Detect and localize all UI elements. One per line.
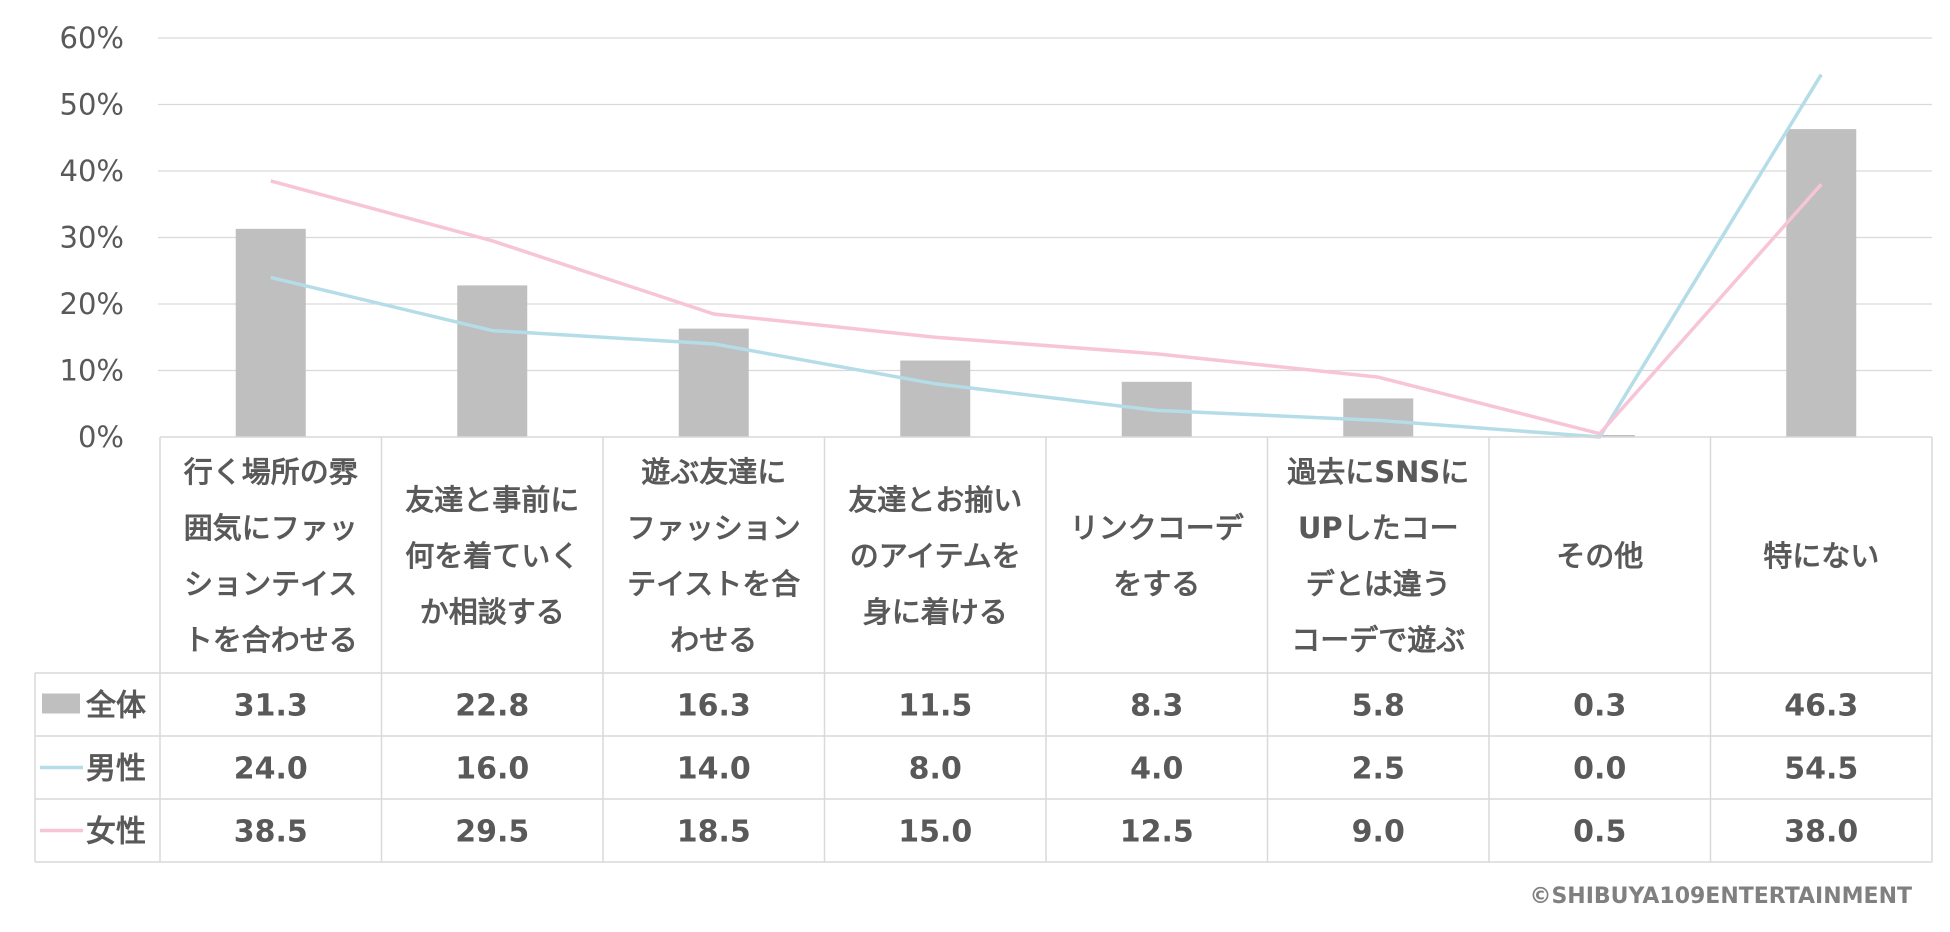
- category-label: わせる: [670, 623, 757, 657]
- category-label: ファッション: [627, 511, 801, 545]
- data-label: 18.5: [677, 815, 751, 850]
- category-label: リンクコーデ: [1070, 511, 1245, 545]
- category-label: か相談する: [420, 595, 565, 629]
- category-label: その他: [1556, 539, 1643, 573]
- category-label: 友達と事前に: [405, 483, 579, 517]
- category-label: デとは違う: [1306, 567, 1451, 601]
- data-label: 4.0: [1130, 752, 1183, 787]
- data-label: 29.5: [455, 815, 529, 850]
- category-label: 行く場所の雰: [183, 455, 359, 489]
- data-label: 12.5: [1120, 815, 1194, 850]
- y-tick-label: 20%: [60, 287, 124, 321]
- category-label: 特にない: [1763, 539, 1879, 573]
- y-tick-label: 30%: [60, 221, 124, 255]
- data-label: 0.3: [1573, 689, 1626, 724]
- data-label: 16.0: [455, 752, 529, 787]
- data-label: 11.5: [898, 689, 972, 724]
- data-label: 9.0: [1352, 815, 1405, 850]
- series-line: [270, 179, 1823, 436]
- data-label: 5.8: [1352, 689, 1405, 724]
- category-label: 遊ぶ友達に: [641, 455, 786, 489]
- data-label: 24.0: [234, 752, 308, 787]
- data-label: 54.5: [1784, 752, 1858, 787]
- data-label: 22.8: [455, 689, 529, 724]
- bar: [1786, 129, 1857, 438]
- category-label: をする: [1113, 567, 1200, 601]
- y-tick-label: 60%: [60, 21, 124, 55]
- y-tick-label: 10%: [60, 354, 124, 388]
- bar: [900, 360, 971, 437]
- data-label: 2.5: [1352, 752, 1405, 787]
- copyright-text: ©SHIBUYA109ENTERTAINMENT: [1529, 884, 1912, 909]
- category-label: コーデで遊ぶ: [1291, 623, 1465, 657]
- data-label: 38.5: [234, 815, 308, 850]
- data-label: 0.0: [1573, 752, 1626, 787]
- legend-key-bar: [42, 693, 80, 714]
- data-label: 46.3: [1784, 689, 1858, 724]
- y-tick-label: 0%: [78, 420, 124, 454]
- legend-label: 全体: [85, 689, 147, 724]
- legend-label: 女性: [86, 815, 146, 850]
- category-label: 何を着ていく: [405, 539, 579, 573]
- legend-label: 男性: [86, 752, 146, 787]
- category-label: トを合わせる: [184, 623, 358, 657]
- data-label: 14.0: [677, 752, 751, 787]
- data-label: 16.3: [677, 689, 751, 724]
- category-label: ションテイス: [184, 567, 357, 601]
- data-label: 15.0: [898, 815, 972, 850]
- data-label: 8.0: [909, 752, 962, 787]
- data-label: 31.3: [234, 689, 308, 724]
- category-label: UPしたコー: [1298, 511, 1459, 545]
- series-line: [270, 73, 1823, 439]
- y-tick-label: 40%: [60, 154, 124, 188]
- category-label: 身に着ける: [863, 595, 1008, 629]
- category-label: 過去にSNSに: [1287, 455, 1469, 489]
- data-label: 0.5: [1573, 815, 1626, 850]
- bar: [235, 228, 306, 437]
- data-label: 8.3: [1130, 689, 1183, 724]
- y-tick-label: 50%: [60, 88, 124, 122]
- data-label: 38.0: [1784, 815, 1858, 850]
- category-label: 囲気にファッ: [184, 511, 358, 545]
- category-label: のアイテムを: [850, 539, 1021, 573]
- bar: [457, 285, 528, 437]
- category-label: テイストを合: [627, 567, 800, 601]
- category-label: 友達とお揃い: [848, 483, 1022, 517]
